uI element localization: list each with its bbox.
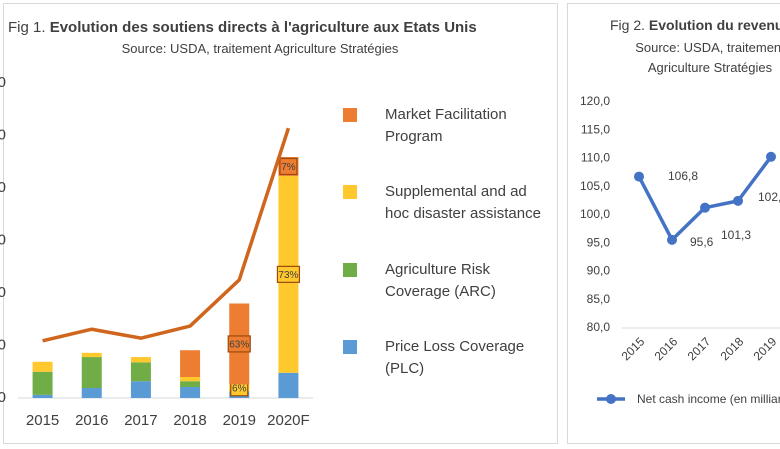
chart-title: Fig 2. Evolution du revenu agricole	[610, 17, 780, 33]
data-label: 95,6	[690, 235, 714, 249]
x-tick-label: 2017	[685, 334, 714, 363]
title-prefix: Fig 2.	[610, 17, 646, 33]
legend-label: Price Loss Coverage (PLC)	[385, 338, 525, 377]
title-prefix: Fig 1.	[8, 19, 46, 36]
y-tick-label: 110,0	[581, 151, 610, 165]
bar-segment	[278, 372, 299, 398]
y-tick-label: 20	[0, 284, 6, 301]
bar-segment	[180, 381, 201, 387]
y-tick-label: 90,0	[587, 264, 611, 278]
marker	[667, 234, 677, 245]
chart-title: Fig 1. Evolution des soutiens directs à …	[8, 19, 477, 36]
share-label-box	[279, 157, 298, 176]
share-label: 7%	[281, 162, 296, 173]
title-text: Evolution du revenu agricole	[648, 17, 780, 33]
legend-label: Agriculture Risk Coverage (ARC)	[385, 261, 496, 300]
line	[42, 127, 291, 343]
y-tick-label: 105,0	[580, 179, 610, 193]
legend-swatch	[343, 108, 357, 122]
x-tick-label: 2015	[619, 334, 648, 363]
y-tick-label: 120,0	[580, 94, 610, 108]
bar-segment	[130, 362, 151, 382]
share-label: 73%	[278, 270, 298, 281]
legend-label: Supplemental and ad hoc disaster assista…	[385, 183, 541, 222]
legend-label: Market Facilitation Program	[385, 106, 507, 145]
marker	[634, 171, 644, 182]
marker	[766, 151, 776, 162]
legend-marker	[606, 394, 616, 404]
x-tick-label: 2016	[652, 334, 681, 363]
bar-segment	[81, 388, 102, 398]
bar-segment	[180, 350, 201, 377]
y-tick-label: 95,0	[587, 235, 611, 249]
y-tick-label: 10	[0, 336, 6, 353]
legend-swatch	[343, 263, 357, 277]
x-tick-label: 2018	[718, 334, 747, 363]
panel-1	[3, 3, 558, 444]
share-label: 6%	[232, 383, 247, 394]
x-tick-label: 2016	[75, 412, 108, 429]
y-tick-label: 40	[0, 179, 6, 196]
title-text: Evolution des soutiens directs à l'agric…	[49, 19, 477, 36]
marker	[700, 202, 710, 213]
bar-segment	[180, 386, 201, 398]
line	[637, 155, 773, 242]
chart-subtitle: Source: USDA, traitement Agriculture Str…	[635, 40, 780, 75]
bar-segment	[32, 371, 53, 395]
y-tick-label: 60	[0, 74, 6, 91]
x-tick-label: 2019	[223, 412, 256, 429]
share-label: 63%	[229, 340, 249, 351]
y-tick-label: 0	[0, 389, 6, 406]
share-label-box	[276, 265, 301, 283]
y-tick-label: 80,0	[587, 320, 611, 334]
bar-segment	[32, 361, 53, 372]
legend-label: Net cash income (en milliards $)	[637, 392, 780, 406]
data-label: 102,	[758, 190, 780, 204]
y-tick-label: 50	[0, 126, 6, 143]
chart-subtitle: Source: USDA, traitement Agriculture Str…	[121, 41, 399, 56]
legend-swatch	[343, 340, 357, 354]
bar-segment	[130, 357, 151, 363]
share-label-box	[227, 335, 251, 353]
panel-2	[567, 3, 780, 444]
bar-segment	[81, 352, 102, 358]
data-label: 106,8	[668, 169, 698, 183]
bar-segment	[130, 381, 151, 398]
data-label: 101,3	[721, 228, 751, 242]
y-tick-label: 115,0	[581, 122, 610, 136]
legend-swatch	[343, 185, 357, 199]
x-tick-label: 2019	[751, 334, 780, 363]
y-tick-label: 85,0	[587, 292, 611, 306]
x-tick-label: 2017	[124, 412, 157, 429]
x-tick-label: 2018	[173, 412, 206, 429]
marker	[733, 195, 743, 206]
x-tick-label: 2020F	[267, 412, 310, 429]
y-tick-label: 100,0	[580, 207, 610, 221]
bar-segment	[180, 377, 201, 382]
bar-segment	[32, 394, 53, 398]
x-tick-label: 2015	[26, 412, 59, 429]
bar-segment	[81, 357, 102, 389]
y-tick-label: 30	[0, 231, 6, 248]
